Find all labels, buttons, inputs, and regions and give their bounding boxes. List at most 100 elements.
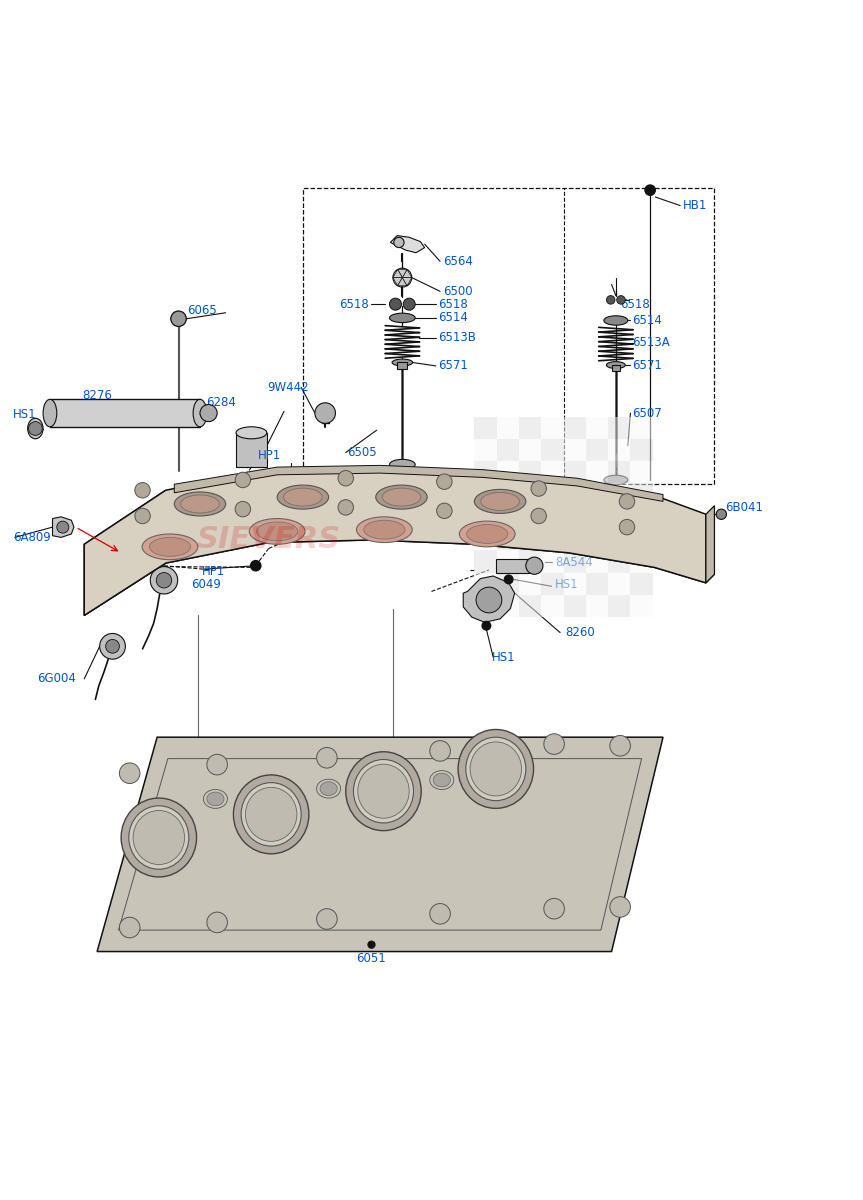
Ellipse shape: [249, 518, 305, 545]
Ellipse shape: [392, 359, 413, 366]
Bar: [608, 595, 631, 617]
Polygon shape: [393, 277, 402, 286]
Ellipse shape: [149, 538, 191, 557]
Ellipse shape: [236, 427, 267, 439]
Circle shape: [430, 740, 450, 761]
Ellipse shape: [317, 779, 341, 798]
Bar: [608, 416, 631, 439]
Bar: [612, 365, 620, 371]
Bar: [631, 439, 652, 461]
Bar: [519, 551, 541, 572]
Bar: [608, 484, 631, 505]
Bar: [631, 505, 652, 528]
Text: 6500: 6500: [443, 284, 472, 298]
Text: 6518: 6518: [339, 298, 369, 311]
Ellipse shape: [356, 517, 413, 542]
Circle shape: [620, 493, 634, 509]
Bar: [541, 595, 564, 617]
Bar: [541, 439, 564, 461]
Circle shape: [315, 403, 336, 424]
Circle shape: [531, 481, 546, 497]
Bar: [519, 572, 541, 595]
Bar: [631, 484, 652, 505]
Polygon shape: [398, 277, 407, 286]
Bar: [541, 461, 564, 484]
Polygon shape: [174, 466, 663, 502]
Circle shape: [617, 295, 626, 304]
Text: SIEVERS: SIEVERS: [197, 526, 341, 554]
Polygon shape: [85, 517, 715, 616]
Circle shape: [476, 587, 501, 613]
Bar: [586, 484, 608, 505]
Bar: [586, 439, 608, 461]
Text: 6518: 6518: [620, 298, 650, 311]
Circle shape: [531, 509, 546, 523]
Ellipse shape: [375, 485, 427, 509]
Circle shape: [544, 733, 564, 755]
Bar: [541, 572, 564, 595]
Ellipse shape: [174, 492, 226, 516]
Circle shape: [526, 557, 543, 575]
Bar: [497, 484, 519, 505]
Text: 6514: 6514: [632, 314, 662, 326]
Text: HP1: HP1: [258, 450, 281, 462]
Bar: [608, 572, 631, 595]
Bar: [497, 528, 519, 551]
Circle shape: [607, 295, 615, 304]
Text: 6284: 6284: [206, 396, 236, 409]
Bar: [475, 595, 497, 617]
Circle shape: [645, 185, 655, 196]
Polygon shape: [463, 576, 514, 623]
Bar: [50, 400, 200, 427]
Ellipse shape: [245, 787, 297, 841]
Ellipse shape: [358, 764, 409, 818]
Text: 6571: 6571: [438, 360, 469, 372]
Bar: [564, 505, 586, 528]
Bar: [497, 595, 519, 617]
Ellipse shape: [389, 460, 415, 469]
Ellipse shape: [481, 492, 520, 510]
Circle shape: [135, 482, 150, 498]
Bar: [631, 461, 652, 484]
Text: 6571: 6571: [632, 360, 662, 372]
Ellipse shape: [277, 485, 329, 509]
Bar: [497, 551, 519, 572]
Circle shape: [482, 622, 491, 630]
Bar: [586, 461, 608, 484]
Bar: [631, 551, 652, 572]
Bar: [475, 439, 497, 461]
Bar: [475, 572, 497, 595]
Text: HP1: HP1: [202, 565, 225, 578]
Bar: [541, 551, 564, 572]
Circle shape: [620, 520, 634, 535]
Circle shape: [156, 572, 172, 588]
Text: 6505: 6505: [348, 446, 377, 460]
Bar: [541, 484, 564, 505]
Ellipse shape: [346, 751, 421, 830]
Text: 9W442: 9W442: [267, 380, 308, 394]
Bar: [608, 439, 631, 461]
Bar: [586, 505, 608, 528]
Polygon shape: [706, 505, 715, 583]
Circle shape: [286, 468, 296, 479]
Polygon shape: [85, 467, 706, 616]
Ellipse shape: [607, 361, 626, 368]
Polygon shape: [390, 235, 425, 253]
Text: 6049: 6049: [192, 578, 221, 592]
Polygon shape: [398, 270, 407, 277]
Ellipse shape: [142, 534, 198, 559]
Circle shape: [207, 912, 228, 932]
Circle shape: [28, 421, 42, 436]
Bar: [519, 505, 541, 528]
Circle shape: [119, 917, 140, 938]
Bar: [475, 416, 497, 439]
Ellipse shape: [466, 737, 526, 800]
Bar: [586, 572, 608, 595]
Circle shape: [504, 575, 513, 583]
Circle shape: [235, 502, 250, 517]
Bar: [519, 484, 541, 505]
Polygon shape: [402, 270, 412, 277]
Circle shape: [317, 908, 337, 929]
Text: HS1: HS1: [555, 578, 578, 592]
Ellipse shape: [121, 798, 197, 877]
